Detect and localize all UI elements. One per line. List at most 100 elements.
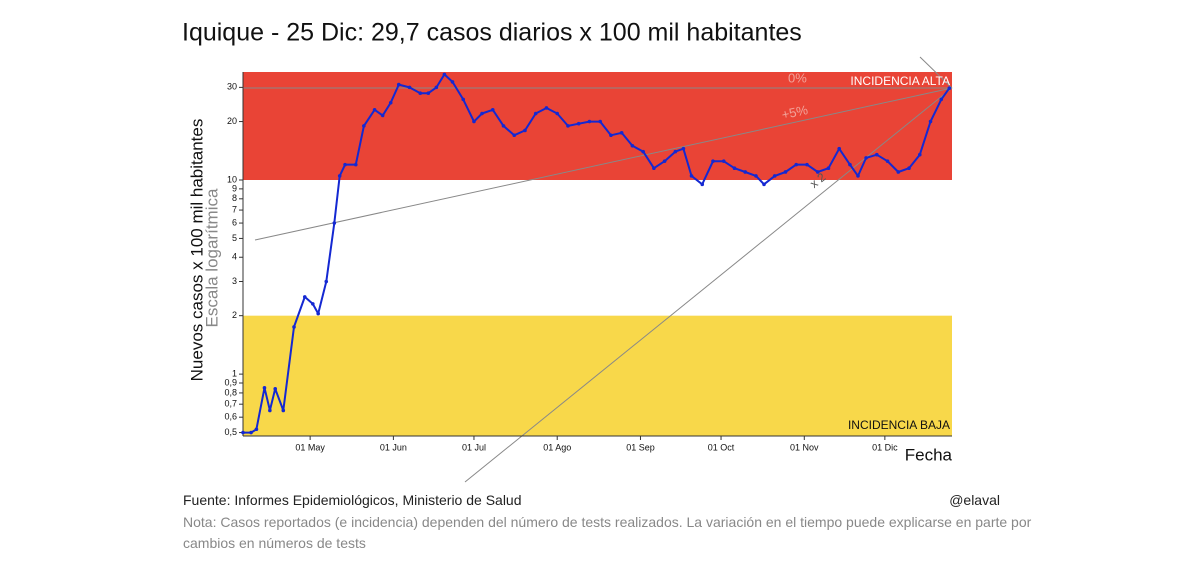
point <box>472 119 476 124</box>
y-tick-label: 9 <box>232 183 237 193</box>
y-tick-label: 6 <box>232 217 237 227</box>
point <box>544 106 549 110</box>
point <box>743 170 748 174</box>
y-tick-label: 0,9 <box>224 377 237 387</box>
ref-line <box>254 87 953 241</box>
point <box>917 152 922 157</box>
point <box>939 97 944 102</box>
y-tick-label: 0,8 <box>224 387 237 397</box>
point <box>302 295 307 299</box>
point <box>566 124 570 128</box>
point <box>815 170 820 174</box>
x-tick-label: 01 Nov <box>790 442 819 452</box>
point <box>324 279 329 284</box>
point <box>896 170 901 174</box>
point <box>875 152 879 157</box>
point <box>856 174 860 178</box>
y-tick-label: 30 <box>227 82 237 92</box>
point <box>268 408 272 413</box>
point <box>576 121 581 126</box>
point <box>388 100 393 105</box>
point <box>598 119 602 124</box>
point <box>609 133 613 138</box>
x-tick-label: 01 Ago <box>543 442 571 452</box>
point <box>353 162 358 167</box>
chart-title: Iquique - 25 Dic: 29,7 casos diarios x 1… <box>182 19 802 47</box>
point <box>372 107 377 112</box>
point <box>700 182 705 187</box>
band-label: INCIDENCIA BAJA <box>848 418 950 432</box>
source: Fuente: Informes Epidemiológicos, Minist… <box>183 492 522 508</box>
point <box>794 162 799 167</box>
point <box>273 387 278 391</box>
point <box>426 91 431 95</box>
y-axis-label-2: Escala logarítmica <box>202 188 221 327</box>
annotation: +5% <box>780 102 809 122</box>
point <box>407 85 412 90</box>
x-tick-label: 01 Jul <box>462 442 486 452</box>
y-tick-label: 0,6 <box>224 412 237 422</box>
bands <box>243 72 952 436</box>
y-tick-label: 0,7 <box>224 399 237 409</box>
point <box>711 159 715 163</box>
point <box>461 97 466 102</box>
point <box>885 159 890 163</box>
band <box>243 315 952 436</box>
point <box>396 82 401 87</box>
point <box>826 166 831 171</box>
band <box>243 72 952 180</box>
y-tick-label: 7 <box>232 204 237 214</box>
point <box>630 144 635 148</box>
y-tick-label: 10 <box>227 174 237 184</box>
point <box>311 302 315 306</box>
y-tick-label: 3 <box>232 276 237 286</box>
point <box>928 119 933 124</box>
point <box>262 386 267 390</box>
point <box>641 149 645 154</box>
point <box>732 166 737 171</box>
point <box>501 124 506 128</box>
point <box>762 182 766 187</box>
point <box>316 311 320 316</box>
point <box>689 174 694 178</box>
x-tick-label: 01 Sep <box>626 442 655 452</box>
x-tick-label: 01 Jun <box>380 442 407 452</box>
handle: @elaval <box>949 492 1000 508</box>
point <box>662 159 667 163</box>
point <box>249 430 253 435</box>
point <box>754 174 758 178</box>
ref-line <box>464 87 953 483</box>
point <box>380 113 385 118</box>
point <box>848 162 852 167</box>
point <box>805 162 809 167</box>
y-tick-label: 2 <box>232 310 237 320</box>
point <box>254 427 259 432</box>
x-tick-label: 01 Dic <box>872 442 898 452</box>
y-tick-label: 8 <box>232 193 237 203</box>
point <box>619 131 624 135</box>
point <box>292 325 296 329</box>
point <box>837 146 842 151</box>
point <box>555 111 560 116</box>
point <box>587 119 592 124</box>
point <box>418 91 423 95</box>
point <box>721 159 726 163</box>
point <box>343 162 347 167</box>
point <box>450 80 455 84</box>
y-tick-label: 4 <box>232 252 237 262</box>
y-tick-label: 1 <box>232 368 237 378</box>
point <box>783 170 788 174</box>
y-tick-label: 5 <box>232 233 237 243</box>
annotation: 0% <box>788 70 807 85</box>
point <box>241 430 245 435</box>
ref-line <box>919 56 953 89</box>
y-axis-label: Nuevos casos x 100 mil habitantes <box>187 119 206 382</box>
point <box>362 124 366 128</box>
point <box>480 111 484 116</box>
band-label: INCIDENCIA ALTA <box>850 74 950 88</box>
y-tick-label: 0,5 <box>224 427 237 437</box>
x-tick-label: 01 May <box>295 442 325 452</box>
point <box>907 166 911 171</box>
